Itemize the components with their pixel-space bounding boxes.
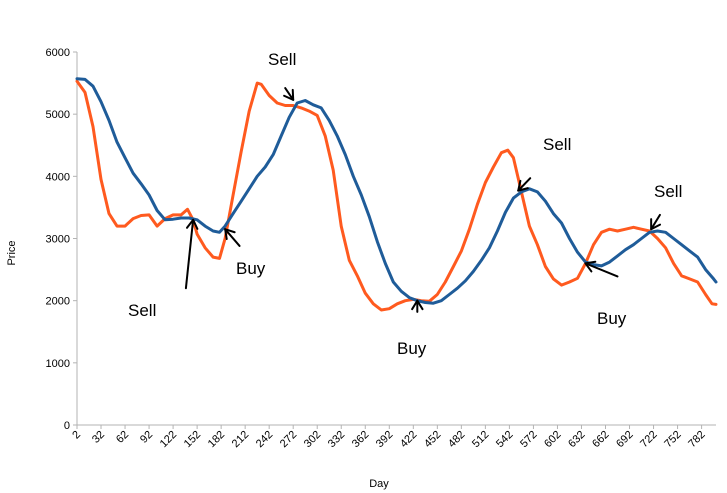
y-axis-ticks: 0 1000 2000 3000 4000 5000 6000 (46, 47, 77, 432)
x-tick-label: 212 (230, 429, 251, 450)
annotation-buy-mid: Buy (397, 339, 427, 358)
x-tick-label: 482 (446, 429, 467, 450)
annotation-arrow-3 (224, 228, 241, 247)
y-tick-label: 0 (64, 420, 70, 432)
annotation-arrow-4 (517, 177, 532, 192)
annotation-arrow-5 (411, 299, 424, 313)
x-tick-label: 152 (182, 429, 203, 450)
plot-series (75, 77, 718, 312)
x-tick-label: 242 (254, 429, 275, 450)
x-tick-label: 782 (686, 429, 707, 450)
y-tick-label: 2000 (46, 296, 70, 308)
x-tick-label: 602 (542, 429, 563, 450)
x-tick-label: 332 (326, 429, 347, 450)
annotation-arrow-2 (184, 218, 199, 290)
x-tick-label: 512 (470, 429, 491, 450)
annotation-arrow-7 (584, 260, 619, 278)
x-tick-label: 722 (638, 429, 659, 450)
annotation-sell-top: Sell (268, 50, 296, 69)
x-tick-label: 362 (350, 429, 371, 450)
annotations: Sell Sell Buy Sell Buy Sell Buy (128, 50, 682, 358)
x-tick-label: 692 (614, 429, 635, 450)
x-tick-label: 32 (90, 429, 107, 446)
x-tick-label: 632 (566, 429, 587, 450)
y-tick-label: 1000 (46, 358, 70, 370)
x-tick-label: 662 (590, 429, 611, 450)
x-tick-label: 542 (494, 429, 515, 450)
x-tick-label: 122 (158, 429, 179, 450)
x-axis-ticks: 2 32 62 92 122 152 182 212 242 272 302 332 362 392 422… (70, 425, 708, 450)
y-tick-label: 3000 (46, 234, 70, 246)
y-tick-label: 5000 (46, 109, 70, 121)
x-tick-label: 62 (114, 429, 131, 446)
y-tick-label: 4000 (46, 171, 70, 183)
x-tick-label: 422 (398, 429, 419, 450)
x-tick-label: 392 (374, 429, 395, 450)
x-tick-label: 302 (302, 429, 323, 450)
series-line-2 (75, 77, 718, 305)
x-tick-label: 572 (518, 429, 539, 450)
annotation-sell-right: Sell (654, 182, 682, 201)
chart-axes (76, 52, 716, 426)
annotation-arrow-6 (650, 213, 662, 231)
x-axis-label: Day (369, 478, 389, 490)
x-tick-label: 182 (206, 429, 227, 450)
x-tick-label: 92 (138, 429, 155, 446)
y-tick-label: 6000 (46, 47, 70, 59)
annotation-buy-right: Buy (597, 309, 627, 328)
y-axis-label: Price (6, 240, 18, 265)
annotation-arrows (184, 87, 662, 313)
annotation-buy-left: Buy (236, 259, 266, 278)
series-line-1 (75, 79, 718, 312)
x-tick-label: 452 (422, 429, 443, 450)
annotation-sell-left: Sell (128, 301, 156, 320)
x-tick-label: 752 (662, 429, 683, 450)
annotation-arrow-1 (283, 87, 295, 101)
annotation-sell-mid: Sell (543, 135, 571, 154)
x-tick-label: 272 (278, 429, 299, 450)
x-tick-label: 2 (70, 429, 83, 442)
